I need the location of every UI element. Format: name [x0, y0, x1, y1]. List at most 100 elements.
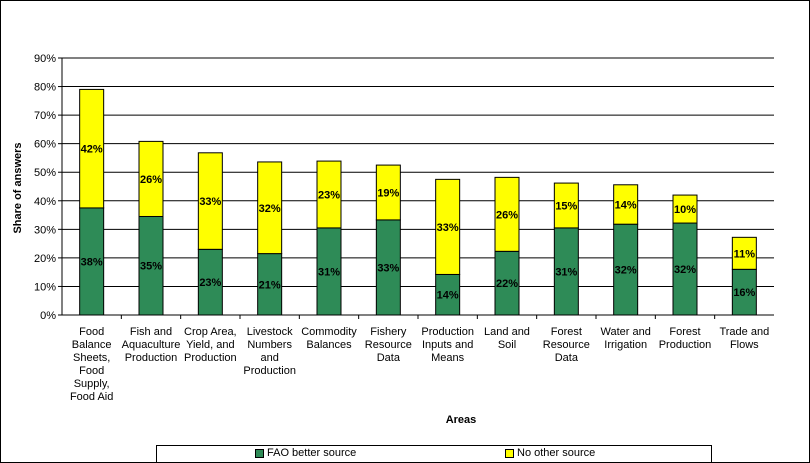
data-label: 33% [199, 196, 221, 208]
x-category-label-line: Forest [551, 326, 582, 338]
y-axis: 0% 10% 20% 30% 40% 50% 60% 70% 80% 90% [34, 53, 63, 322]
x-category-label: Water and Irrigation [600, 326, 650, 351]
x-category-label-line: Data [555, 352, 579, 364]
x-category-label-line: Balances [306, 339, 352, 351]
x-axis-title: Areas [446, 414, 477, 426]
y-tick-label: 80% [34, 82, 56, 94]
data-label: 23% [318, 189, 340, 201]
x-category-label-line: Production [659, 339, 712, 351]
data-label: 11% [734, 248, 756, 260]
bar-segment [553, 182, 579, 229]
bar-segment [316, 160, 342, 229]
data-label: 33% [377, 262, 399, 274]
x-category-label-line: Numbers [247, 339, 292, 351]
x-axis: Food Balance Sheets, Food Supply, Food AidFis… [62, 314, 774, 403]
legend-swatch-fao [255, 448, 264, 458]
y-axis-title: Share of answers [12, 142, 24, 233]
x-category-label-line: Production [125, 352, 178, 364]
bar-segment [494, 176, 520, 252]
x-category-label-line: Food [79, 326, 104, 338]
legend-item-fao: FAO better source [255, 447, 356, 459]
data-label: 14% [615, 199, 637, 211]
y-tick-label: 40% [34, 196, 56, 208]
bar-segment [435, 178, 461, 275]
x-category-label-line: Food Aid [70, 391, 113, 403]
data-label: 35% [140, 261, 162, 273]
x-category-label-line: Sheets, [73, 352, 110, 364]
x-category-label: Trade and Flows [719, 326, 769, 351]
y-tick-label: 60% [34, 139, 56, 151]
x-category-label: Crop Area, Yield, and Production [184, 326, 237, 364]
bar-segment [375, 219, 401, 316]
x-category-label-line: Production [243, 365, 296, 377]
bar-segment [672, 222, 698, 316]
x-category-label-line: Fishery [370, 326, 407, 338]
data-label: 22% [496, 278, 518, 290]
x-category-label: Fishery Resource Data [365, 326, 412, 364]
data-label: 31% [318, 266, 340, 278]
bar-segment [731, 268, 757, 316]
x-category-label: Forest Production [659, 326, 712, 351]
x-category-label-line: Commodity [301, 326, 357, 338]
data-label: 23% [199, 277, 221, 289]
x-category-label-line: Yield, and [186, 339, 235, 351]
legend-item-other: No other source [505, 447, 595, 459]
x-category-label-line: and [260, 352, 278, 364]
bar-segment [257, 161, 283, 255]
data-label: 33% [437, 222, 459, 234]
data-label: 14% [437, 290, 459, 302]
x-category-label-line: Water and [600, 326, 650, 338]
data-label: 38% [81, 256, 103, 268]
bar-segment [138, 140, 164, 217]
bar-segment [79, 88, 105, 209]
y-tick-label: 20% [34, 253, 56, 265]
bar-segment [435, 273, 461, 316]
x-category-label-line: Trade and [719, 326, 769, 338]
x-category-label: Production Inputs and Means [421, 326, 474, 364]
data-label: 10% [674, 204, 696, 216]
y-tick-label: 10% [34, 281, 56, 293]
x-category-label-line: Aquaculture [122, 339, 181, 351]
legend: FAO better source No other source [156, 445, 712, 463]
x-category-label-line: Land and [484, 326, 530, 338]
x-category-label-line: Production [184, 352, 237, 364]
bar-segment [613, 184, 639, 225]
data-label: 15% [555, 200, 577, 212]
x-category-label: Livestock Numbers and Production [243, 326, 296, 377]
x-category-label-line: Resource [543, 339, 590, 351]
y-tick-label: 90% [34, 53, 56, 65]
legend-label-fao: FAO better source [267, 447, 357, 459]
x-category-label-line: Balance [72, 339, 112, 351]
data-label: 32% [674, 264, 696, 276]
bar-segment [375, 164, 401, 221]
x-category-label-line: Means [431, 352, 465, 364]
x-category-label-line: Soil [498, 339, 516, 351]
data-label: 32% [615, 265, 637, 277]
data-label: 16% [733, 287, 755, 299]
x-category-label-line: Resource [365, 339, 412, 351]
bar-segment [731, 236, 757, 270]
y-tick-label: 50% [34, 167, 56, 179]
x-category-label-line: Data [377, 352, 401, 364]
bar-segment [257, 253, 283, 316]
x-category-label-line: Forest [669, 326, 700, 338]
x-category-label-line: Supply, [74, 378, 110, 390]
x-category-label-line: Flows [730, 339, 759, 351]
data-label: 26% [140, 174, 162, 186]
x-category-label: Fish and Aquaculture Production [122, 326, 181, 364]
bar-segment [197, 152, 223, 250]
x-category-label-line: Livestock [247, 326, 293, 338]
bar-segment [553, 227, 579, 316]
data-label: 32% [259, 203, 281, 215]
y-tick-label: 0% [40, 310, 56, 322]
x-category-label: Food Balance Sheets, Food Supply, Food Aid [70, 326, 113, 403]
x-category-label: Forest Resource Data [543, 326, 590, 364]
y-tick-label: 70% [34, 110, 56, 122]
bar-segment [494, 250, 520, 316]
x-category-label-line: Fish and [130, 326, 172, 338]
x-category-label: Land and Soil [484, 326, 530, 351]
x-category-label: Commodity Balances [301, 326, 357, 351]
x-category-label-line: Production [421, 326, 474, 338]
x-category-label-line: Food [79, 365, 104, 377]
